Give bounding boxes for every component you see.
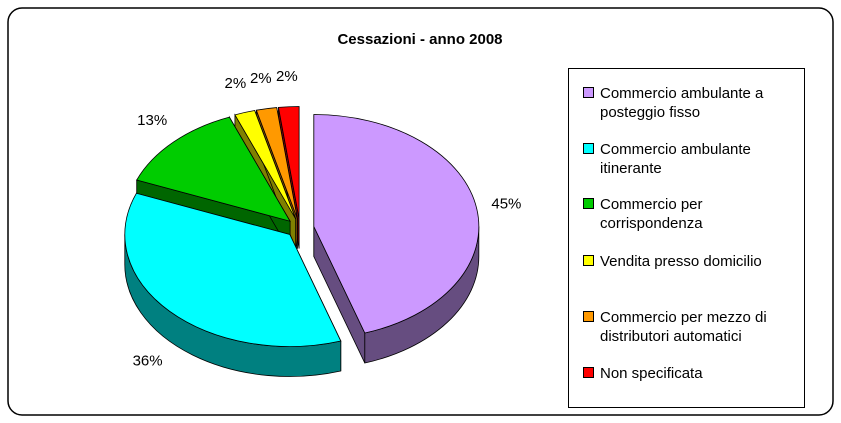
chart-title: Cessazioni - anno 2008 xyxy=(337,31,502,48)
legend-label: Commercio per mezzo di distributori auto… xyxy=(600,309,767,345)
legend: Commercio ambulante a posteggio fisso Com… xyxy=(568,68,805,408)
data-label: 2% xyxy=(276,68,298,85)
legend-swatch xyxy=(583,87,594,98)
legend-label: Non specificata xyxy=(600,365,703,382)
data-label: 13% xyxy=(137,112,167,129)
pie-slice xyxy=(313,114,480,364)
slice-top xyxy=(136,116,291,222)
legend-label: Commercio ambulante itinerante xyxy=(600,141,751,177)
pie xyxy=(124,106,480,377)
data-label: 2% xyxy=(225,75,247,92)
legend-swatch xyxy=(583,255,594,266)
legend-label: Vendita presso domicilio xyxy=(600,253,762,270)
slice-top xyxy=(277,106,300,219)
slice-top xyxy=(313,114,480,334)
legend-label: Commercio per corrispondenza xyxy=(600,196,703,232)
data-label: 2% xyxy=(250,70,272,87)
legend-swatch xyxy=(583,311,594,322)
data-label: 36% xyxy=(133,353,163,370)
legend-swatch xyxy=(583,367,594,378)
data-label: 45% xyxy=(491,195,521,212)
pie-slice xyxy=(124,192,342,377)
legend-label: Commercio ambulante a posteggio fisso xyxy=(600,85,764,121)
slice-top xyxy=(234,110,297,220)
slice-top xyxy=(255,107,298,219)
legend-swatch xyxy=(583,143,594,154)
legend-swatch xyxy=(583,198,594,209)
slice-top xyxy=(124,192,342,347)
